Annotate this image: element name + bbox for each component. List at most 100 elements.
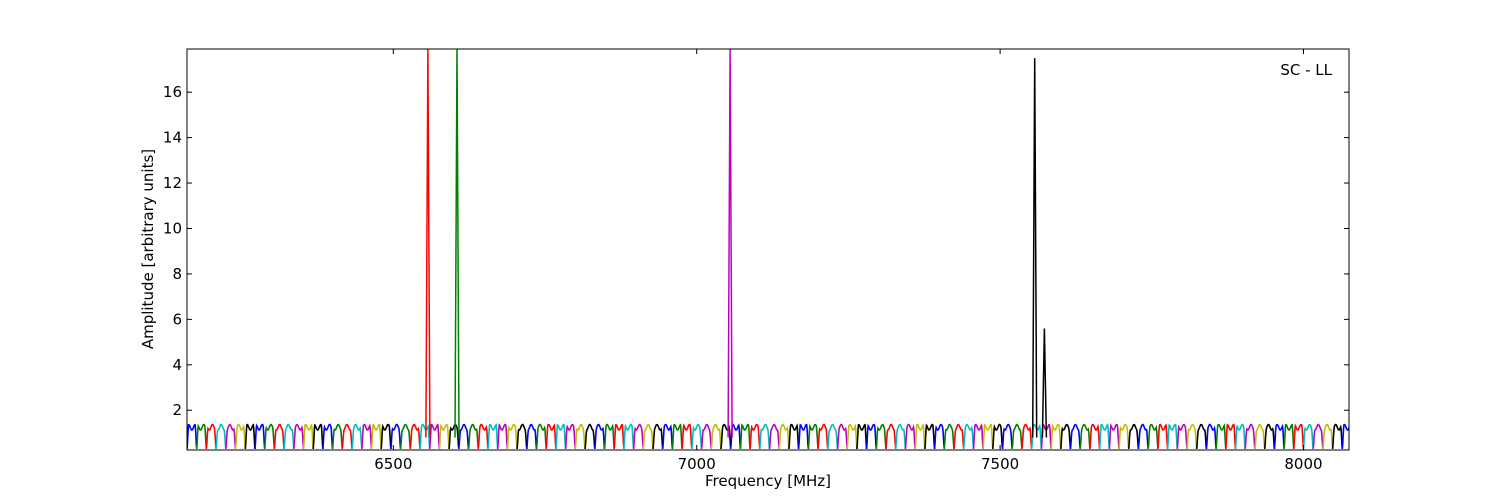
channel-series-cyan — [1098, 423, 1111, 449]
channel-series-magenta — [972, 423, 984, 449]
channel-series-red — [953, 423, 965, 449]
channel-series-magenta — [700, 423, 713, 449]
y-tick-label: 10 — [163, 219, 182, 237]
channel-series-cyan — [1234, 423, 1246, 449]
channel-series-red — [341, 423, 353, 449]
channel-series-blue — [1137, 423, 1149, 449]
ticks-layer: 6500 7000 7500 8000 2 4 6 8 10 12 14 16 — [163, 49, 1349, 473]
channel-series-blue — [661, 423, 674, 449]
channel-series-magenta — [225, 423, 237, 449]
channel-series-magenta — [904, 423, 916, 449]
channel-series-yellow — [370, 423, 382, 449]
spike-green — [454, 49, 460, 438]
plot-frame — [186, 48, 1350, 451]
channel-series-red — [1157, 423, 1169, 449]
channel-series-red — [273, 423, 285, 449]
channel-series-yellow — [914, 423, 926, 449]
channel-series-cyan — [623, 423, 635, 449]
y-tick-label: 16 — [163, 83, 182, 101]
channel-series-cyan — [555, 423, 567, 449]
channel-series-cyan — [962, 423, 975, 449]
y-tick-label: 4 — [172, 356, 182, 374]
y-tick-label: 6 — [172, 310, 182, 328]
channel-series-green — [263, 423, 276, 449]
channel-series-green — [1147, 423, 1159, 449]
channel-series-black — [788, 423, 800, 449]
channel-series-cyan — [215, 423, 227, 449]
channel-series-blue — [458, 423, 470, 449]
channel-series-cyan — [1302, 423, 1314, 449]
channel-series-magenta — [1176, 423, 1188, 449]
channel-series-cyan — [351, 423, 363, 449]
channel-series-red — [1021, 423, 1033, 449]
channel-series-yellow — [1118, 423, 1130, 449]
channel-series-black — [1127, 423, 1140, 449]
channel-series-green — [1215, 423, 1227, 449]
channel-series-red — [545, 423, 557, 449]
plot-background — [187, 49, 1349, 450]
channel-series-black — [516, 423, 528, 449]
channel-series-blue — [187, 423, 198, 449]
spike-red — [425, 49, 431, 438]
channel-series-blue — [1341, 423, 1349, 449]
channel-series-red — [477, 423, 489, 449]
channel-series-magenta — [496, 422, 509, 449]
channel-series-blue — [390, 423, 402, 449]
channel-series-green — [467, 423, 480, 449]
channel-series-magenta — [632, 423, 645, 449]
channel-series-red — [1293, 423, 1305, 449]
channel-series-blue — [254, 423, 266, 449]
y-tick-label: 2 — [172, 401, 182, 419]
channel-series-red — [749, 423, 761, 449]
channel-series-yellow — [506, 423, 518, 449]
series-layer — [187, 49, 1349, 449]
channel-series-green — [1079, 423, 1091, 449]
channel-series-green — [331, 423, 344, 449]
channel-series-red — [885, 423, 897, 449]
channel-series-magenta — [1312, 423, 1324, 449]
channel-series-yellow — [1322, 423, 1334, 449]
channel-series-black — [380, 423, 392, 449]
channel-series-yellow — [302, 423, 314, 449]
channel-series-black — [448, 423, 460, 449]
channel-series-yellow — [846, 423, 858, 449]
y-tick-label: 14 — [163, 129, 182, 147]
channel-series-green — [943, 423, 955, 449]
channel-series-magenta — [293, 423, 305, 449]
channel-series-green — [739, 423, 751, 449]
channel-series-blue — [1205, 423, 1217, 449]
spike-black — [1041, 328, 1048, 438]
channel-series-yellow — [982, 423, 994, 449]
spike-black — [1031, 58, 1038, 438]
channel-series-yellow — [710, 423, 722, 449]
channel-series-red — [1089, 423, 1101, 449]
x-tick-label: 7000 — [678, 455, 716, 473]
y-axis-label: Amplitude [arbitrary units] — [139, 149, 157, 349]
channel-series-blue — [1273, 423, 1285, 449]
channel-series-blue — [594, 423, 606, 449]
channel-series-black — [992, 423, 1004, 449]
channel-series-yellow — [574, 423, 586, 449]
channel-series-black — [244, 423, 256, 449]
channel-series-blue — [797, 423, 810, 449]
channel-series-black — [312, 423, 324, 449]
channel-series-cyan — [894, 423, 907, 449]
channel-series-black — [652, 423, 664, 449]
channel-series-magenta — [1244, 423, 1256, 449]
x-tick-label: 7500 — [981, 455, 1019, 473]
channel-series-green — [1011, 423, 1023, 449]
y-tick-label: 8 — [172, 265, 182, 283]
channel-series-cyan — [283, 423, 295, 449]
channel-series-cyan — [691, 423, 703, 449]
channel-series-red — [817, 423, 829, 449]
channel-series-cyan — [759, 423, 771, 449]
channel-series-red — [205, 423, 217, 449]
channel-series-black — [1331, 423, 1344, 449]
channel-series-blue — [933, 423, 946, 449]
channel-series-black — [1195, 423, 1208, 449]
channel-series-red — [1225, 423, 1237, 449]
channel-series-green — [603, 423, 615, 449]
channel-series-magenta — [428, 423, 441, 449]
